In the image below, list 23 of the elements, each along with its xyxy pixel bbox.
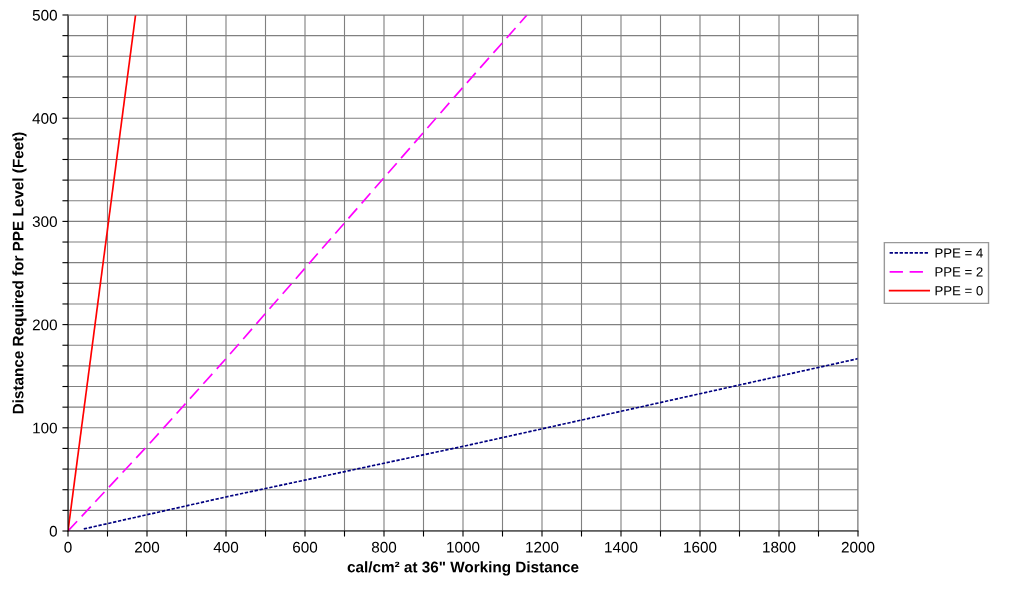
y-tick-label: 300 [32, 216, 57, 228]
y-tick-label: 0 [49, 525, 57, 537]
x-tick-label: 1200 [526, 541, 559, 553]
x-tick-label: 1000 [447, 541, 480, 553]
y-tick-label: 500 [32, 9, 57, 21]
x-axis-title: cal/cm² at 36" Working Distance [347, 561, 579, 576]
x-tick-label: 2000 [841, 541, 875, 553]
x-tick-label: 0 [64, 541, 72, 553]
x-tick-label: 600 [293, 541, 318, 553]
x-tick-label: 1800 [763, 541, 796, 553]
legend-label: PPE = 4 [935, 248, 983, 258]
y-tick-label: 400 [32, 113, 57, 124]
x-tick-label: 400 [213, 541, 239, 553]
line-series [82, 357, 858, 530]
x-tick-label: 1600 [684, 541, 717, 553]
legend-label: PPE = 0 [935, 286, 983, 296]
y-axis-title: Distance Required for PPE Level (Feet) [12, 132, 27, 414]
x-tick-label: 800 [371, 541, 397, 553]
x-tick-label: 1400 [605, 541, 638, 553]
x-tick-label: 200 [135, 541, 160, 553]
y-tick-label: 200 [32, 319, 57, 331]
y-tick-label: 100 [33, 422, 57, 434]
legend-label: PPE = 2 [935, 267, 983, 277]
